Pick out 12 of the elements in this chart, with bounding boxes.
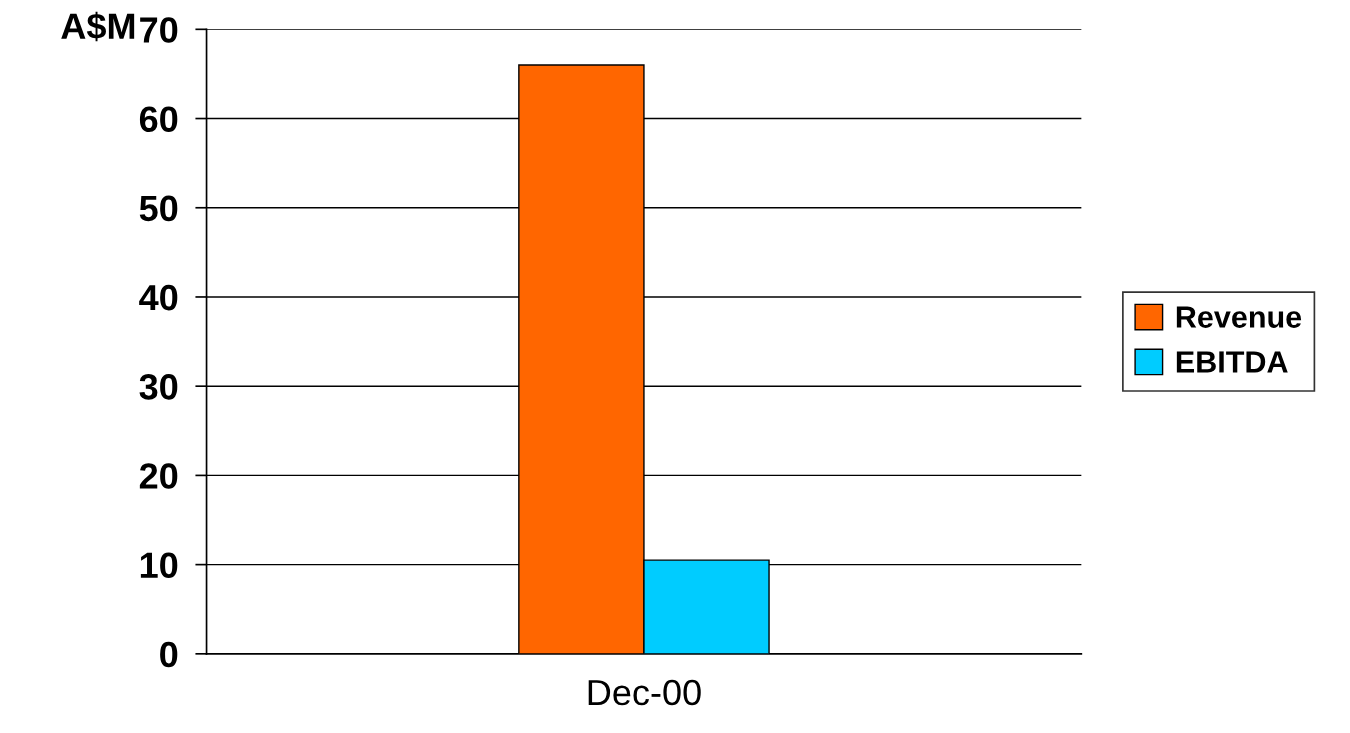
y-tick-label: 0 [160,641,178,668]
y-tick-label: 20 [139,463,178,489]
y-tick-label: 70 [140,17,178,43]
y-tick-label: 10 [140,552,178,579]
y-tick-label: 60 [139,106,178,132]
y-tick-label: 30 [139,374,178,400]
legend-label: Revenue [1176,306,1302,328]
x-tick-label: Dec-00 [588,679,701,706]
y-axis-title: A$M [61,11,135,42]
y-tick-label: 50 [139,195,178,222]
legend-label: EBITDA [1176,351,1288,373]
y-tick-label: 40 [139,284,178,311]
